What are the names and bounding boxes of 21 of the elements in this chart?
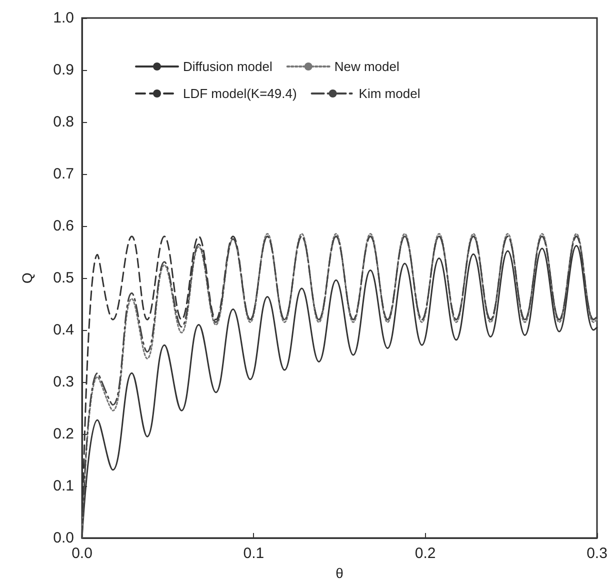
y-tick-label: 0.2 — [53, 426, 74, 442]
y-tick-label: 1.0 — [53, 10, 74, 26]
y-tick-label: 0.8 — [53, 114, 74, 130]
x-tick-label: 0.1 — [243, 545, 264, 562]
x-tick-label: 0.0 — [72, 545, 92, 562]
y-tick-label: 0.0 — [53, 530, 74, 546]
y-tick-label: 0.3 — [53, 374, 74, 390]
legend-label: Diffusion model — [183, 59, 272, 74]
legend-label: Kim model — [358, 86, 420, 101]
y-tick-label: 0.5 — [53, 270, 74, 286]
x-tick-label: 0.2 — [414, 545, 436, 562]
x-axis-title: θ — [336, 564, 344, 581]
y-tick-label: 0.9 — [53, 62, 74, 78]
y-tick-label: 0.6 — [53, 218, 74, 234]
legend-label: New model — [334, 59, 400, 74]
x-tick-label: 0.3 — [586, 545, 608, 562]
y-tick-label: 0.4 — [53, 322, 74, 338]
y-tick-label: 0.7 — [53, 166, 74, 182]
legend-label: LDF model(K=49.4) — [183, 86, 297, 101]
y-axis-title: Q — [19, 272, 35, 284]
y-tick-label: 0.1 — [53, 478, 74, 494]
